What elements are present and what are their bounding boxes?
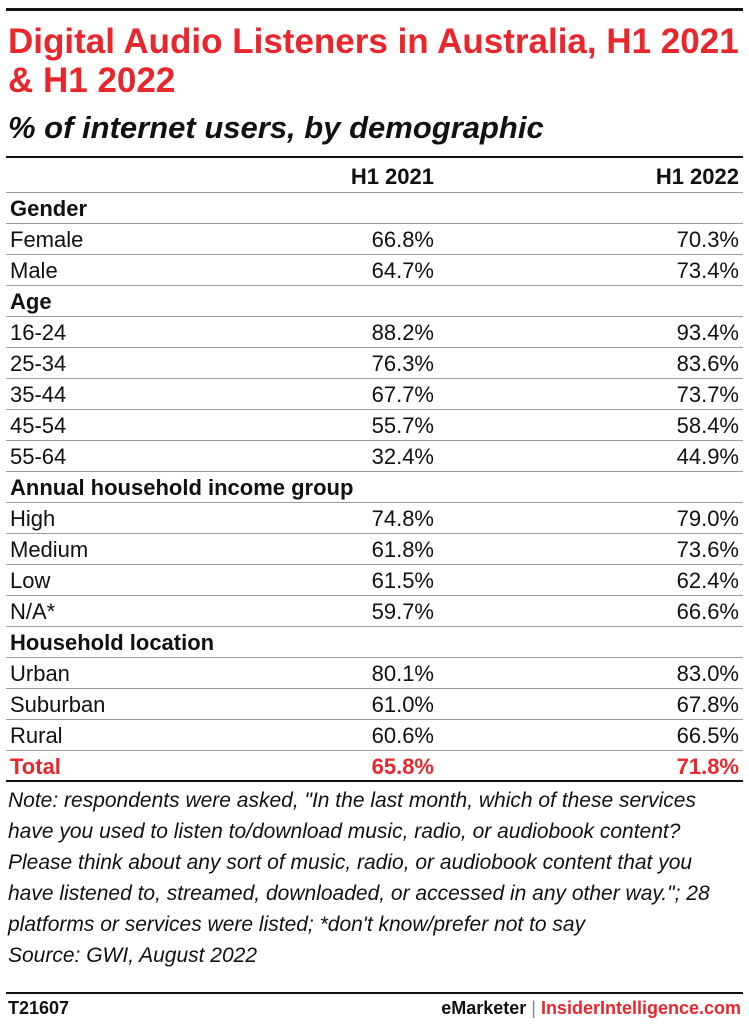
value-h1-2022: 66.6% (676, 599, 739, 624)
value-h1-2021: 32.4% (371, 444, 434, 469)
group-label: Household location (10, 630, 215, 655)
value-h1-2021: 76.3% (371, 351, 434, 376)
value-h1-2021: 61.8% (371, 537, 434, 562)
table-row: Male 64.7% 73.4% (6, 255, 743, 286)
value-h1-2021: 74.8% (371, 506, 434, 531)
table-row: 45-54 55.7% 58.4% (6, 410, 743, 441)
value-h1-2021: 67.7% (371, 382, 434, 407)
value-h1-2021: 61.0% (371, 692, 434, 717)
table-row: 55-64 32.4% 44.9% (6, 441, 743, 472)
table-row: Female 66.8% 70.3% (6, 224, 743, 255)
total-row: Total 65.8% 71.8% (6, 751, 743, 782)
group-row: Household location (6, 627, 743, 658)
header-rule (6, 156, 743, 158)
value-h1-2022: 44.9% (676, 444, 739, 469)
value-h1-2022: 70.3% (676, 227, 739, 252)
value-h1-2022: 73.7% (676, 382, 739, 407)
value-h1-2022: 79.0% (676, 506, 739, 531)
brand-emarketer: eMarketer (441, 998, 527, 1018)
value-h1-2022: 62.4% (676, 568, 739, 593)
group-label: Age (10, 289, 52, 314)
value-h1-2022: 66.5% (676, 723, 739, 748)
table-row: Low 61.5% 62.4% (6, 565, 743, 596)
value-h1-2022: 73.6% (676, 537, 739, 562)
row-label: Female (10, 227, 84, 252)
group-row: Annual household income group (6, 472, 743, 503)
value-h1-2022: 83.0% (676, 661, 739, 686)
total-h1-2021: 65.8% (371, 754, 434, 779)
value-h1-2022: 83.6% (676, 351, 739, 376)
row-label: 16-24 (10, 320, 67, 345)
brand-insider-intelligence: InsiderIntelligence.com (540, 998, 741, 1018)
table-row: N/A* 59.7% 66.6% (6, 596, 743, 627)
value-h1-2022: 93.4% (676, 320, 739, 345)
value-h1-2021: 88.2% (371, 320, 434, 345)
value-h1-2022: 58.4% (676, 413, 739, 438)
column-header-h1-2021: H1 2021 (350, 164, 434, 189)
value-h1-2022: 67.8% (676, 692, 739, 717)
value-h1-2021: 59.7% (371, 599, 434, 624)
row-label: N/A* (10, 599, 56, 624)
row-label: Urban (10, 661, 70, 686)
chart-id: T21607 (8, 998, 70, 1018)
value-h1-2021: 80.1% (371, 661, 434, 686)
bottom-rule (6, 992, 743, 994)
row-label: Male (10, 258, 58, 283)
row-label: Low (10, 568, 51, 593)
brand-separator: | (531, 998, 536, 1018)
table-row: High 74.8% 79.0% (6, 503, 743, 534)
row-label: Rural (10, 723, 63, 748)
row-label: 25-34 (10, 351, 67, 376)
row-label: 45-54 (10, 413, 67, 438)
group-label: Annual household income group (10, 475, 354, 500)
total-label: Total (10, 754, 61, 779)
row-label: High (10, 506, 56, 531)
column-header-h1-2022: H1 2022 (655, 164, 739, 189)
row-label: Medium (10, 537, 89, 562)
value-h1-2021: 55.7% (371, 413, 434, 438)
table-row: Medium 61.8% 73.6% (6, 534, 743, 565)
table-row: 35-44 67.7% 73.7% (6, 379, 743, 410)
value-h1-2021: 60.6% (371, 723, 434, 748)
row-label: 55-64 (10, 444, 67, 469)
value-h1-2021: 61.5% (371, 568, 434, 593)
value-h1-2021: 64.7% (371, 258, 434, 283)
table-row: Suburban 61.0% 67.8% (6, 689, 743, 720)
table-header-row: H1 2021 H1 2022 (6, 160, 743, 193)
footer-brand: eMarketer | InsiderIntelligence.com (441, 996, 741, 1020)
source-text: Source: GWI, August 2022 (8, 944, 258, 967)
row-label: 35-44 (10, 382, 67, 407)
top-rule (6, 8, 743, 11)
notes-block: Note: respondents were asked, "In the la… (8, 785, 743, 971)
table-row: 25-34 76.3% 83.6% (6, 348, 743, 379)
table-row: Rural 60.6% 66.5% (6, 720, 743, 751)
group-label: Gender (10, 196, 88, 221)
group-row: Age (6, 286, 743, 317)
table-row: Urban 80.1% 83.0% (6, 658, 743, 689)
total-h1-2022: 71.8% (676, 754, 739, 779)
group-row: Gender (6, 193, 743, 224)
data-table: H1 2021 H1 2022 Gender Female 66.8% 70.3% Ma… (6, 160, 743, 782)
value-h1-2021: 66.8% (371, 227, 434, 252)
note-text: Note: respondents were asked, "In the la… (8, 789, 710, 936)
value-h1-2022: 73.4% (676, 258, 739, 283)
table-row: 16-24 88.2% 93.4% (6, 317, 743, 348)
chart-title: Digital Audio Listeners in Australia, H1… (8, 22, 739, 100)
chart-subtitle: % of internet users, by demographic (8, 110, 544, 145)
row-label: Suburban (10, 692, 106, 717)
